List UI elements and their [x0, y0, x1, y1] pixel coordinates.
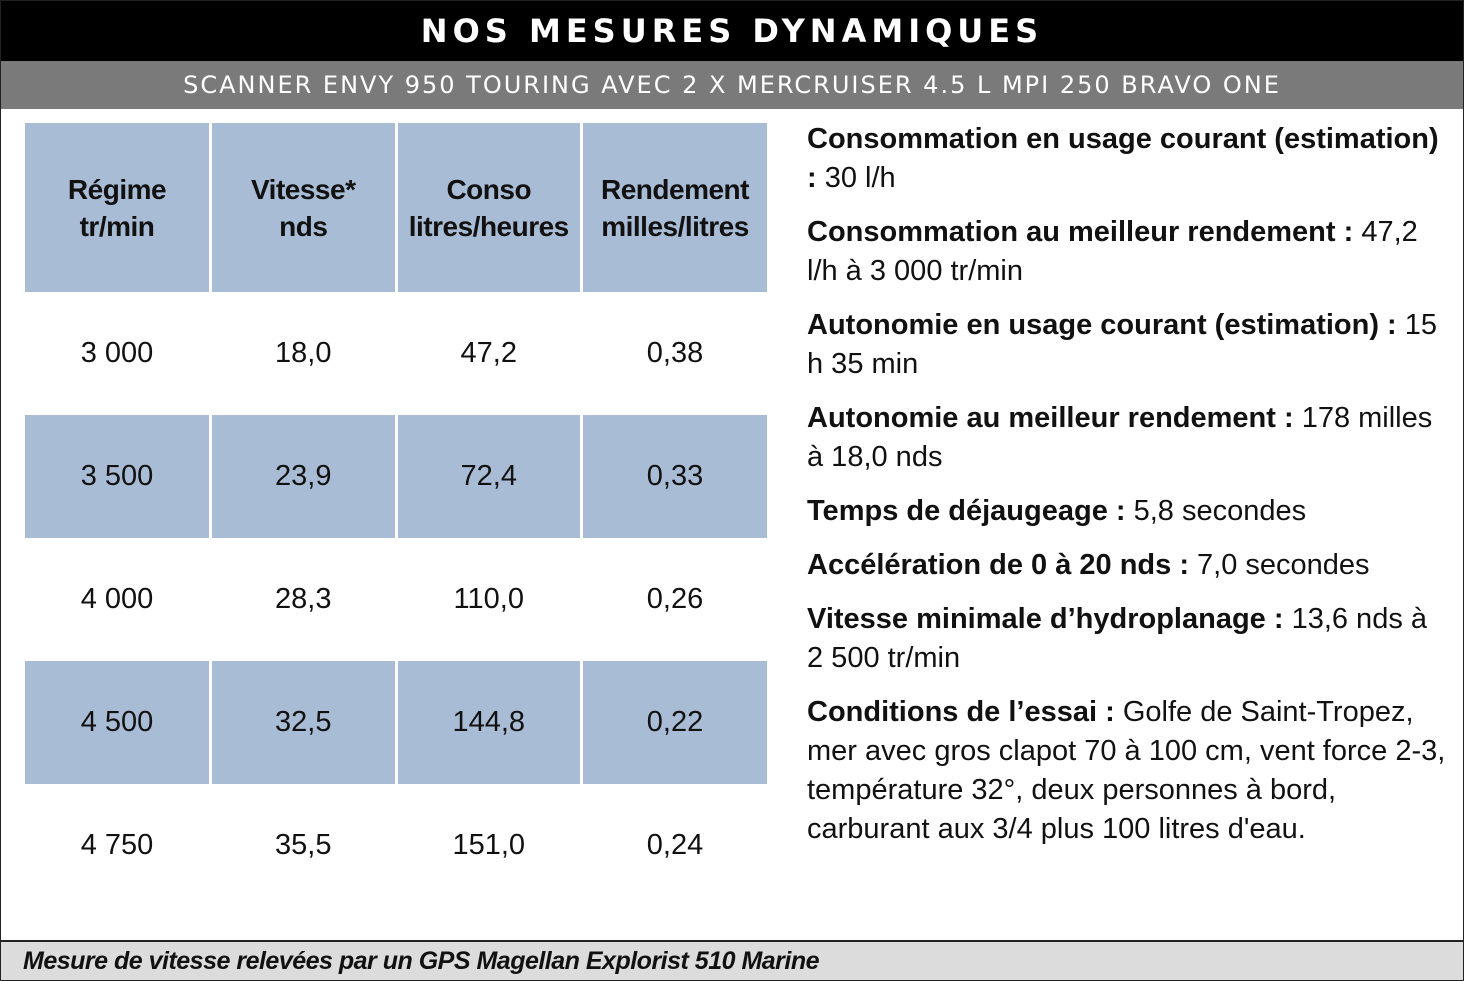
cell-conso: 151,0	[394, 784, 583, 907]
notes-column: Consommation en usage courant (estimatio…	[807, 120, 1447, 864]
table-row: 4 500 32,5 144,8 0,22	[25, 661, 767, 784]
note-conso-meilleur-rendement: Consommation au meilleur rendement : 47,…	[807, 213, 1447, 291]
note-acceleration: Accélération de 0 à 20 nds : 7,0 seconde…	[807, 546, 1447, 585]
cell-vitesse: 35,5	[209, 784, 398, 907]
cell-vitesse: 18,0	[209, 292, 398, 415]
column-header-rendement: Rendement milles/litres	[580, 123, 767, 292]
note-value: 15 h 35 min	[807, 309, 1438, 380]
note-value: Golfe de Saint-Tropez, mer avec gros cla…	[807, 696, 1446, 845]
note-label: Accélération de 0 à 20 nds :	[807, 549, 1198, 581]
footer-note: Mesure de vitesse relevées par un GPS Ma…	[1, 940, 1463, 980]
note-autonomie-meilleur-rendement: Autonomie au meilleur rendement : 178 mi…	[807, 399, 1447, 477]
note-value: 47,2 l/h à 3 000 tr/min	[807, 216, 1418, 287]
cell-conso: 110,0	[394, 538, 583, 661]
cell-conso: 144,8	[394, 661, 583, 784]
note-temps-dejaugeage: Temps de déjaugeage : 5,8 secondes	[807, 492, 1447, 531]
note-autonomie-usage-courant: Autonomie en usage courant (estimation) …	[807, 306, 1447, 384]
note-vitesse-hydroplanage: Vitesse minimale d’hydroplanage : 13,6 n…	[807, 600, 1447, 678]
panel-subtitle: SCANNER ENVY 950 TOURING AVEC 2 X MERCRU…	[1, 61, 1463, 109]
cell-rendement: 0,38	[580, 292, 767, 415]
column-header-line: Régime	[67, 173, 167, 205]
column-header-regime: Régime tr/min	[25, 123, 212, 292]
note-conso-usage-courant: Consommation en usage courant (estimatio…	[807, 120, 1447, 198]
cell-regime: 4 000	[25, 538, 212, 661]
note-value: 7,0 secondes	[1197, 549, 1370, 581]
column-header-vitesse: Vitesse* nds	[209, 123, 398, 292]
table-row: 4 000 28,3 110,0 0,26	[25, 538, 767, 661]
note-value: 13,6 nds à 2 500 tr/min	[807, 603, 1428, 674]
column-header-unit: litres/heures	[408, 210, 570, 242]
column-header-line: Rendement	[601, 173, 749, 205]
cell-regime: 4 500	[25, 661, 212, 784]
cell-conso: 47,2	[394, 292, 583, 415]
cell-regime: 4 750	[25, 784, 212, 907]
cell-vitesse: 23,9	[209, 415, 398, 538]
note-label: Autonomie au meilleur rendement :	[807, 402, 1302, 434]
table-row: 3 000 18,0 47,2 0,38	[25, 292, 767, 415]
column-header-unit: nds	[279, 210, 328, 242]
cell-conso: 72,4	[394, 415, 583, 538]
note-label: Vitesse minimale d’hydroplanage :	[807, 603, 1292, 635]
cell-rendement: 0,22	[580, 661, 767, 784]
column-header-unit: tr/min	[79, 210, 155, 242]
table-row: 4 750 35,5 151,0 0,24	[25, 784, 767, 907]
column-header-conso: Conso litres/heures	[394, 123, 583, 292]
cell-rendement: 0,26	[580, 538, 767, 661]
cell-regime: 3 500	[25, 415, 212, 538]
cell-rendement: 0,24	[580, 784, 767, 907]
column-header-line: Conso	[446, 173, 532, 205]
note-label: Conditions de l’essai :	[807, 696, 1123, 728]
cell-rendement: 0,33	[580, 415, 767, 538]
panel-title: NOS MESURES DYNAMIQUES	[1, 1, 1463, 61]
cell-vitesse: 32,5	[209, 661, 398, 784]
note-value: 30 l/h	[824, 162, 896, 194]
note-value: 178 milles à 18,0 nds	[807, 402, 1433, 473]
note-label: Temps de déjaugeage :	[807, 495, 1134, 527]
note-conditions-essai: Conditions de l’essai : Golfe de Saint-T…	[807, 693, 1447, 849]
note-label: Autonomie en usage courant (estimation) …	[807, 309, 1405, 341]
note-value: 5,8 secondes	[1133, 495, 1307, 527]
measurements-table: Régime tr/min Vitesse* nds Conso litres/…	[25, 123, 767, 907]
table-header-row: Régime tr/min Vitesse* nds Conso litres/…	[25, 123, 767, 292]
column-header-line: Vitesse*	[251, 173, 356, 205]
column-header-unit: milles/litres	[601, 210, 749, 242]
note-label: Consommation au meilleur rendement :	[807, 216, 1362, 248]
cell-regime: 3 000	[25, 292, 212, 415]
cell-vitesse: 28,3	[209, 538, 398, 661]
note-label: Consommation en usage courant (estimatio…	[807, 123, 1439, 194]
table-row: 3 500 23,9 72,4 0,33	[25, 415, 767, 538]
